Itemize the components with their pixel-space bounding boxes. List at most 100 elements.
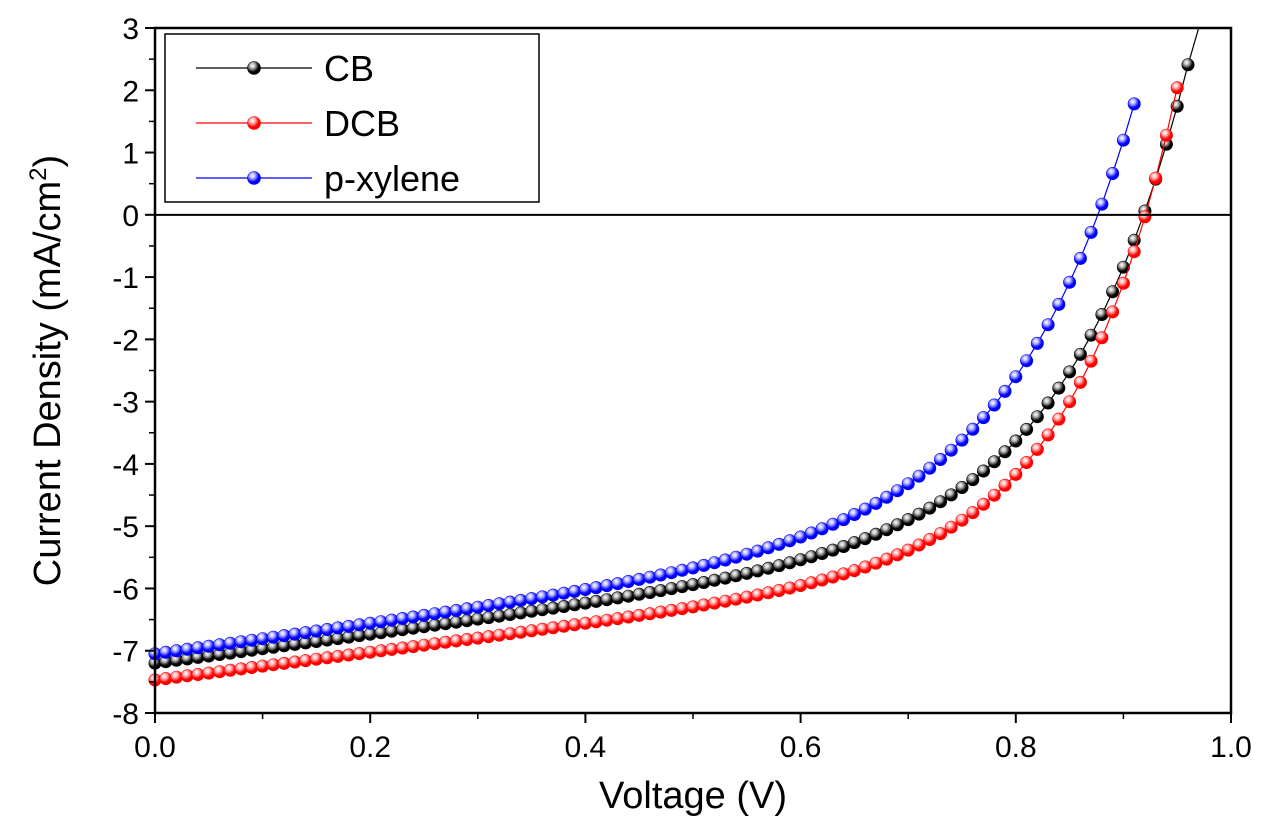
data-point [923, 532, 937, 546]
data-point [772, 559, 786, 573]
data-point [159, 645, 173, 659]
data-points-layer [148, 27, 1210, 687]
data-point [718, 553, 732, 567]
data-point [320, 622, 334, 636]
data-point [686, 561, 700, 575]
data-point [1020, 354, 1034, 368]
data-point [159, 672, 173, 686]
data-point [1041, 396, 1055, 410]
data-point [718, 594, 732, 608]
data-point [449, 603, 463, 617]
data-point [880, 523, 894, 537]
data-point [406, 621, 420, 635]
data-point [245, 660, 259, 674]
data-point [654, 568, 668, 582]
data-point [234, 662, 248, 676]
data-point [847, 507, 861, 521]
data-point [320, 651, 334, 665]
data-point [901, 477, 915, 491]
data-point [191, 641, 205, 655]
data-point [428, 618, 442, 632]
data-point [299, 626, 313, 640]
data-point [406, 610, 420, 624]
y-axis-title-superscript: 2 [25, 167, 52, 180]
data-point [471, 600, 485, 614]
data-point [535, 622, 549, 636]
y-tick-label: -6 [112, 573, 139, 606]
y-tick-label: 2 [122, 75, 139, 108]
data-point [1052, 412, 1066, 426]
legend-marker [247, 61, 261, 75]
data-point [503, 627, 517, 641]
data-point [288, 627, 302, 641]
x-tick-label: 0.6 [780, 731, 822, 764]
data-point [1073, 375, 1087, 389]
data-point [395, 623, 409, 637]
data-point [933, 527, 947, 541]
data-point [772, 583, 786, 597]
data-point [966, 506, 980, 520]
data-point [395, 641, 409, 655]
legend-marker [247, 171, 261, 185]
data-point [632, 587, 646, 601]
data-point [1127, 97, 1141, 111]
data-point [664, 566, 678, 580]
data-point [966, 422, 980, 436]
y-tick-label: -7 [112, 636, 139, 669]
data-point [944, 443, 958, 457]
data-point [223, 663, 237, 677]
data-point [1041, 318, 1055, 332]
data-point [740, 590, 754, 604]
data-point [837, 567, 851, 581]
data-point [438, 635, 452, 649]
data-point [406, 640, 420, 654]
data-point [987, 488, 1001, 502]
data-point [847, 564, 861, 578]
data-point [1052, 297, 1066, 311]
data-point [471, 612, 485, 626]
x-tick-label: 1.0 [1210, 731, 1252, 764]
data-point [664, 603, 678, 617]
data-point [170, 644, 184, 658]
data-point [718, 571, 732, 585]
data-point [1041, 428, 1055, 442]
legend-label: p-xylene [324, 158, 460, 199]
data-point [1116, 276, 1130, 290]
data-point [944, 488, 958, 502]
data-point [621, 610, 635, 624]
data-point [578, 616, 592, 630]
data-point [482, 611, 496, 625]
data-point [557, 586, 571, 600]
data-point [568, 598, 582, 612]
data-point [417, 608, 431, 622]
data-point [1095, 331, 1109, 345]
data-point [664, 582, 678, 596]
data-point [428, 637, 442, 651]
data-point [600, 593, 614, 607]
data-point [266, 630, 280, 644]
y-axis-title-close: ) [27, 155, 69, 168]
data-point [707, 573, 721, 587]
data-point [374, 615, 388, 629]
data-point [1149, 171, 1163, 185]
data-point [1030, 336, 1044, 350]
data-point [1063, 275, 1077, 289]
data-point [923, 501, 937, 515]
data-point [740, 547, 754, 561]
data-point [568, 618, 582, 632]
data-point [578, 596, 592, 610]
data-point [503, 595, 517, 609]
data-point [460, 614, 474, 628]
data-point [761, 541, 775, 555]
data-point [675, 563, 689, 577]
legend-box [164, 33, 540, 203]
data-point [546, 588, 560, 602]
data-point [632, 572, 646, 586]
data-point [546, 621, 560, 635]
data-point [352, 647, 366, 661]
series-dcb [148, 81, 1184, 687]
data-point [987, 455, 1001, 469]
data-point [976, 497, 990, 511]
data-point [503, 607, 517, 621]
